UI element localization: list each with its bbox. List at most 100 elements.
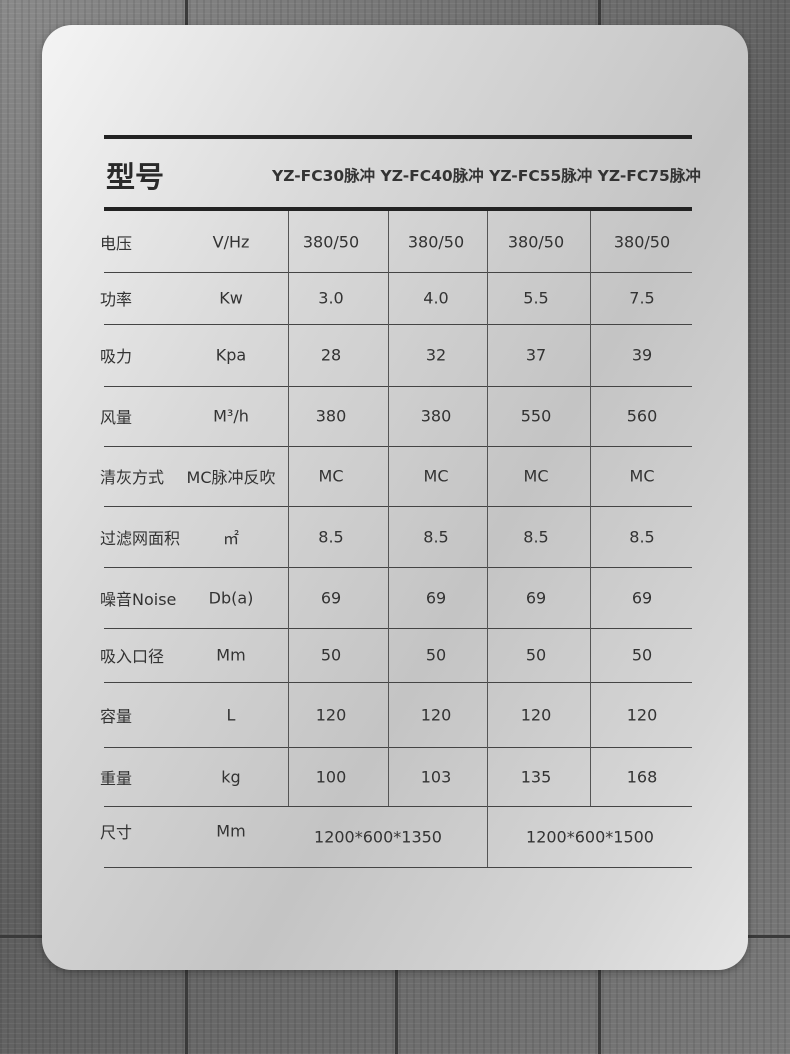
spec-label: 清灰方式: [100, 468, 165, 487]
spec-value: 380/50: [507, 232, 565, 251]
spec-value: 120: [420, 705, 452, 724]
spec-unit: kg: [221, 767, 241, 786]
spec-label: 吸力: [100, 347, 133, 366]
row-divider: [104, 567, 692, 568]
spec-value: 28: [320, 345, 342, 365]
column-divider: [590, 446, 591, 506]
column-divider: [487, 567, 488, 628]
spec-value: 1200*600*1500: [526, 827, 654, 846]
spec-value: 37: [525, 345, 547, 365]
column-divider: [487, 506, 488, 567]
column-divider: [590, 324, 591, 386]
spec-value: 5.5: [523, 288, 549, 308]
spec-unit: V/Hz: [212, 232, 250, 251]
column-divider: [590, 272, 591, 324]
column-divider: [487, 211, 488, 272]
spec-value: 8.5: [423, 527, 449, 546]
column-divider: [288, 211, 289, 272]
spec-value: 135: [520, 767, 552, 786]
slab-seam: [185, 970, 188, 1054]
row-divider: [104, 506, 692, 507]
spec-value: 380: [315, 406, 347, 426]
spec-unit: L: [226, 705, 236, 724]
column-divider: [590, 682, 591, 747]
spec-unit: Mm: [216, 821, 246, 840]
model-names: YZ-FC30脉冲 YZ-FC40脉冲 YZ-FC55脉冲 YZ-FC75脉冲: [272, 167, 701, 185]
spec-value: 50: [425, 645, 447, 665]
spec-unit: MC脉冲反吹: [186, 468, 276, 487]
spec-value: 560: [626, 406, 658, 426]
spec-value: MC: [629, 466, 655, 486]
spec-value: 380: [420, 406, 452, 426]
spec-label: 过滤网面积: [100, 528, 181, 548]
spec-value: 120: [520, 705, 552, 724]
column-divider: [288, 682, 289, 747]
spec-unit: Db(a): [208, 588, 254, 607]
column-divider: [288, 628, 289, 682]
spec-value: 50: [525, 645, 547, 665]
spec-value: 4.0: [423, 288, 449, 308]
spec-value: MC: [318, 466, 344, 486]
spec-value: 120: [315, 705, 347, 724]
spec-value: 3.0: [318, 288, 344, 308]
spec-unit: ㎡: [222, 528, 240, 548]
spec-value: 69: [525, 588, 547, 607]
spec-value: 380/50: [302, 232, 360, 251]
spec-unit: M³/h: [213, 406, 249, 426]
spec-value: 50: [320, 645, 342, 665]
spec-label: 重量: [100, 768, 133, 788]
spec-label: 容量: [100, 706, 133, 726]
spec-value: 7.5: [629, 288, 655, 308]
column-divider: [288, 324, 289, 386]
row-divider: [104, 867, 692, 868]
column-divider: [388, 567, 389, 628]
spec-value: MC: [523, 466, 549, 486]
column-divider: [388, 506, 389, 567]
column-divider: [388, 386, 389, 446]
spec-value: 69: [425, 588, 447, 607]
column-divider: [388, 628, 389, 682]
column-divider: [487, 747, 488, 806]
spec-value: 120: [626, 705, 658, 724]
spec-label: 风量: [100, 408, 133, 427]
column-divider: [388, 446, 389, 506]
row-divider: [104, 386, 692, 387]
spec-unit: Kpa: [215, 345, 247, 365]
spec-value: 50: [631, 645, 653, 665]
row-divider: [104, 806, 692, 807]
column-divider: [388, 682, 389, 747]
spec-value: 32: [425, 345, 447, 365]
top-rule: [104, 135, 692, 139]
row-divider: [104, 446, 692, 447]
column-divider: [487, 682, 488, 747]
spec-value: 1200*600*1350: [314, 827, 442, 846]
row-divider: [104, 747, 692, 748]
row-divider: [104, 628, 692, 629]
column-divider: [388, 324, 389, 386]
spec-label: 噪音Noise: [100, 589, 177, 609]
slab-seam: [598, 0, 601, 25]
column-divider: [590, 747, 591, 806]
spec-unit: Mm: [216, 645, 246, 665]
spec-value: 69: [631, 588, 653, 607]
column-divider: [388, 211, 389, 272]
column-divider: [288, 446, 289, 506]
row-divider: [104, 324, 692, 325]
column-divider: [487, 628, 488, 682]
column-divider: [288, 506, 289, 567]
slab-seam: [598, 970, 601, 1054]
spec-unit: Kw: [219, 288, 243, 308]
spec-value: 380/50: [407, 232, 465, 251]
slab-seam: [185, 0, 188, 25]
column-divider: [487, 324, 488, 386]
column-divider: [388, 272, 389, 324]
spec-label: 电压: [100, 233, 133, 253]
column-divider: [487, 272, 488, 324]
spec-value: 550: [520, 406, 552, 426]
column-divider: [487, 806, 488, 867]
column-divider: [487, 386, 488, 446]
spec-value: 103: [420, 767, 452, 786]
header-rule: [104, 207, 692, 211]
column-divider: [590, 506, 591, 567]
spec-label: 尺寸: [100, 822, 133, 842]
